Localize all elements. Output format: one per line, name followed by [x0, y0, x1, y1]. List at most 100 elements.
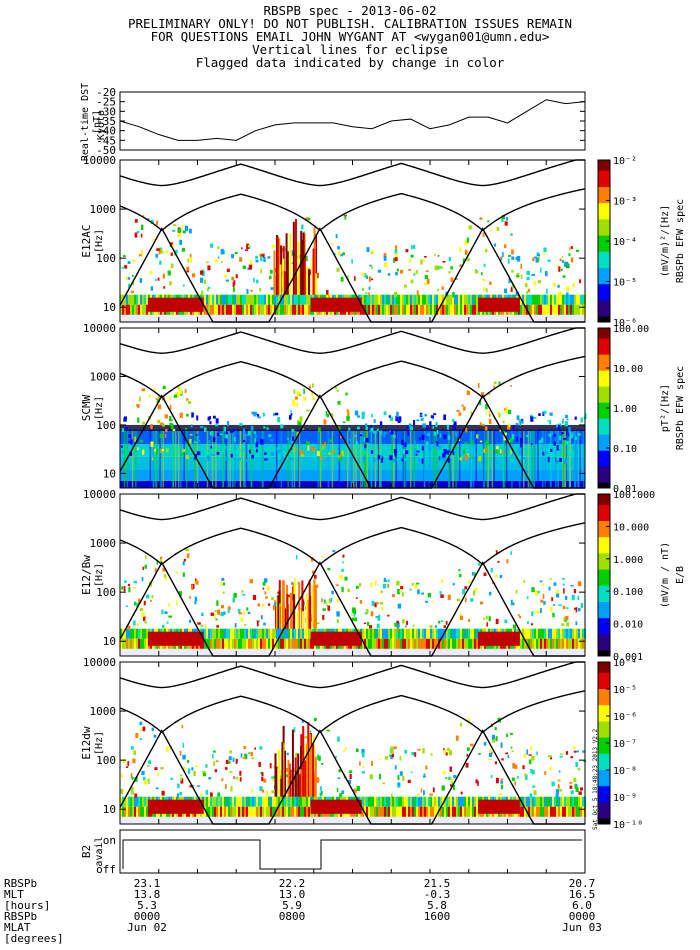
spec-pixel — [480, 272, 483, 276]
spec-pixel — [202, 770, 206, 775]
flag-band — [142, 294, 144, 305]
flag-band — [534, 294, 536, 305]
spec-pixel — [323, 602, 327, 605]
flag-band — [404, 628, 406, 639]
flag-band — [246, 628, 248, 639]
spec-pixel — [295, 255, 299, 260]
flag-band — [144, 628, 146, 639]
spec-pixel — [159, 448, 162, 454]
flag-band — [444, 796, 446, 807]
spec-pixel — [575, 249, 580, 252]
spec-pixel — [495, 449, 499, 454]
scmw-panel — [119, 327, 610, 489]
spec-pixel — [320, 791, 323, 795]
spec-pixel — [380, 454, 383, 459]
spec-pixel — [464, 442, 468, 445]
spec-pixel — [568, 426, 571, 432]
spec-pixel — [157, 394, 161, 400]
spec-pixel — [536, 252, 540, 256]
flag-band — [566, 806, 568, 817]
spec-pixel — [574, 416, 577, 420]
flag-band — [544, 806, 546, 817]
flag-band — [264, 294, 266, 305]
flag-band — [230, 806, 232, 817]
spec-pixel — [327, 605, 331, 611]
flag-band — [308, 638, 310, 649]
flag-band — [466, 796, 468, 807]
spec-pixel — [536, 610, 540, 614]
spec-pixel — [139, 278, 143, 283]
burst — [301, 611, 304, 629]
flag-band — [434, 628, 436, 639]
flag-band — [130, 796, 132, 807]
flag-band — [450, 628, 452, 639]
flag-band — [376, 628, 378, 639]
spec-pixel — [499, 449, 502, 454]
spec-pixel — [421, 417, 424, 420]
spec-pixel — [143, 600, 146, 606]
flag-band — [266, 294, 268, 305]
spec-pixel — [508, 423, 511, 428]
flag-band — [390, 806, 392, 817]
flag-band — [542, 796, 544, 807]
flag-band — [396, 806, 398, 817]
spec-pixel — [421, 434, 425, 441]
spec-pixel — [184, 388, 187, 393]
flag-band — [424, 628, 426, 639]
colorbar-seg — [598, 472, 610, 476]
colorbar-seg — [598, 480, 610, 484]
spec-pixel — [264, 591, 267, 595]
flag-band — [306, 628, 308, 639]
spec-pixel — [411, 582, 414, 586]
colorbar-seg — [598, 184, 610, 188]
spec-pixel — [500, 780, 503, 784]
spec-pixel — [261, 603, 264, 608]
burst — [301, 580, 304, 629]
colorbar-seg — [598, 583, 610, 587]
flag-band — [136, 304, 138, 315]
spec-pixel — [373, 458, 376, 463]
spec-pixel — [139, 728, 143, 731]
flag-band — [432, 806, 434, 817]
flag-band — [294, 806, 296, 817]
colorbar-seg — [598, 821, 610, 825]
flag-band — [246, 638, 248, 649]
spec-pixel — [531, 611, 534, 616]
flag-band — [418, 638, 420, 649]
spec-pixel — [258, 761, 261, 767]
flag-band — [458, 294, 460, 305]
flag-band — [216, 806, 218, 817]
scm-stripe — [346, 429, 349, 488]
colorbar-seg — [598, 575, 610, 579]
upper-curve — [119, 661, 585, 689]
colorbar-seg — [598, 626, 610, 630]
spec-pixel — [241, 247, 243, 250]
colorbar-seg — [598, 751, 610, 755]
flag-band — [460, 806, 462, 817]
spec-pixel — [491, 734, 495, 740]
flag-band — [216, 304, 218, 315]
spec-pixel — [177, 232, 181, 237]
flag-band — [258, 638, 260, 649]
spec-pixel — [255, 259, 259, 263]
spec-pixel — [475, 779, 478, 784]
flag-band — [468, 796, 470, 807]
flag-band — [474, 294, 476, 305]
spec-pixel — [493, 381, 497, 385]
spec-pixel — [452, 292, 455, 298]
spec-pixel — [223, 446, 225, 452]
spec-pixel — [536, 751, 538, 756]
scm-stripe — [582, 429, 585, 488]
flag-band — [396, 796, 398, 807]
spec-pixel — [498, 413, 501, 418]
colorbar-seg — [598, 577, 610, 581]
freq-tick-label: 10000 — [83, 488, 116, 501]
spec-pixel — [344, 214, 347, 220]
spec-pixel — [339, 453, 342, 458]
spec-pixel — [122, 758, 126, 764]
flag-band — [366, 796, 368, 807]
flag-band — [412, 796, 414, 807]
flag-band — [468, 294, 470, 305]
spec-pixel — [399, 590, 403, 593]
scm-stripe — [550, 429, 552, 488]
